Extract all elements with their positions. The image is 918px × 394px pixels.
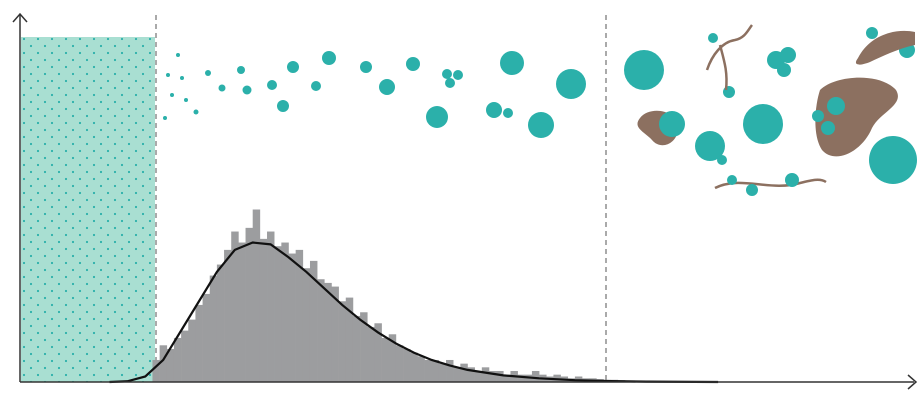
histogram-bar: [267, 232, 274, 382]
histogram-bar: [174, 338, 181, 382]
plot-area: [110, 210, 719, 382]
histogram-bar: [367, 327, 374, 382]
histogram-bar: [453, 367, 460, 382]
histogram-bar: [238, 243, 245, 382]
histogram-bar: [403, 349, 410, 382]
histogram-bar: [396, 345, 403, 382]
histogram-bar: [432, 360, 439, 382]
liquid-region: [21, 37, 155, 382]
chart: [0, 0, 918, 394]
histogram-bar: [224, 250, 231, 382]
histogram-bar: [195, 305, 202, 382]
histogram-bar: [496, 371, 503, 382]
histogram-bar: [203, 294, 210, 382]
particles: [163, 27, 917, 184]
histogram-bar: [482, 367, 489, 382]
histogram-bar: [210, 276, 217, 382]
histogram-bar: [289, 254, 296, 382]
histogram-bar: [417, 356, 424, 382]
histogram-bar: [460, 364, 467, 382]
histogram-bar: [217, 265, 224, 382]
histogram-bar: [324, 283, 331, 382]
histogram-bar: [303, 268, 310, 382]
histogram-bar: [274, 246, 281, 382]
histogram-bar: [260, 239, 267, 382]
histogram-bar: [317, 279, 324, 382]
histogram-bar: [410, 353, 417, 382]
histogram-bar: [246, 228, 253, 382]
histogram-bar: [181, 331, 188, 382]
histogram-bar: [382, 338, 389, 382]
histogram-bar: [439, 364, 446, 382]
histogram-bar: [253, 210, 260, 382]
histogram-bar: [281, 243, 288, 382]
histogram-bar: [446, 360, 453, 382]
histogram-bar: [425, 360, 432, 382]
histogram-bar: [532, 371, 539, 382]
histogram-bar: [339, 301, 346, 382]
histogram-bar: [353, 316, 360, 382]
histogram-bar: [188, 320, 195, 382]
